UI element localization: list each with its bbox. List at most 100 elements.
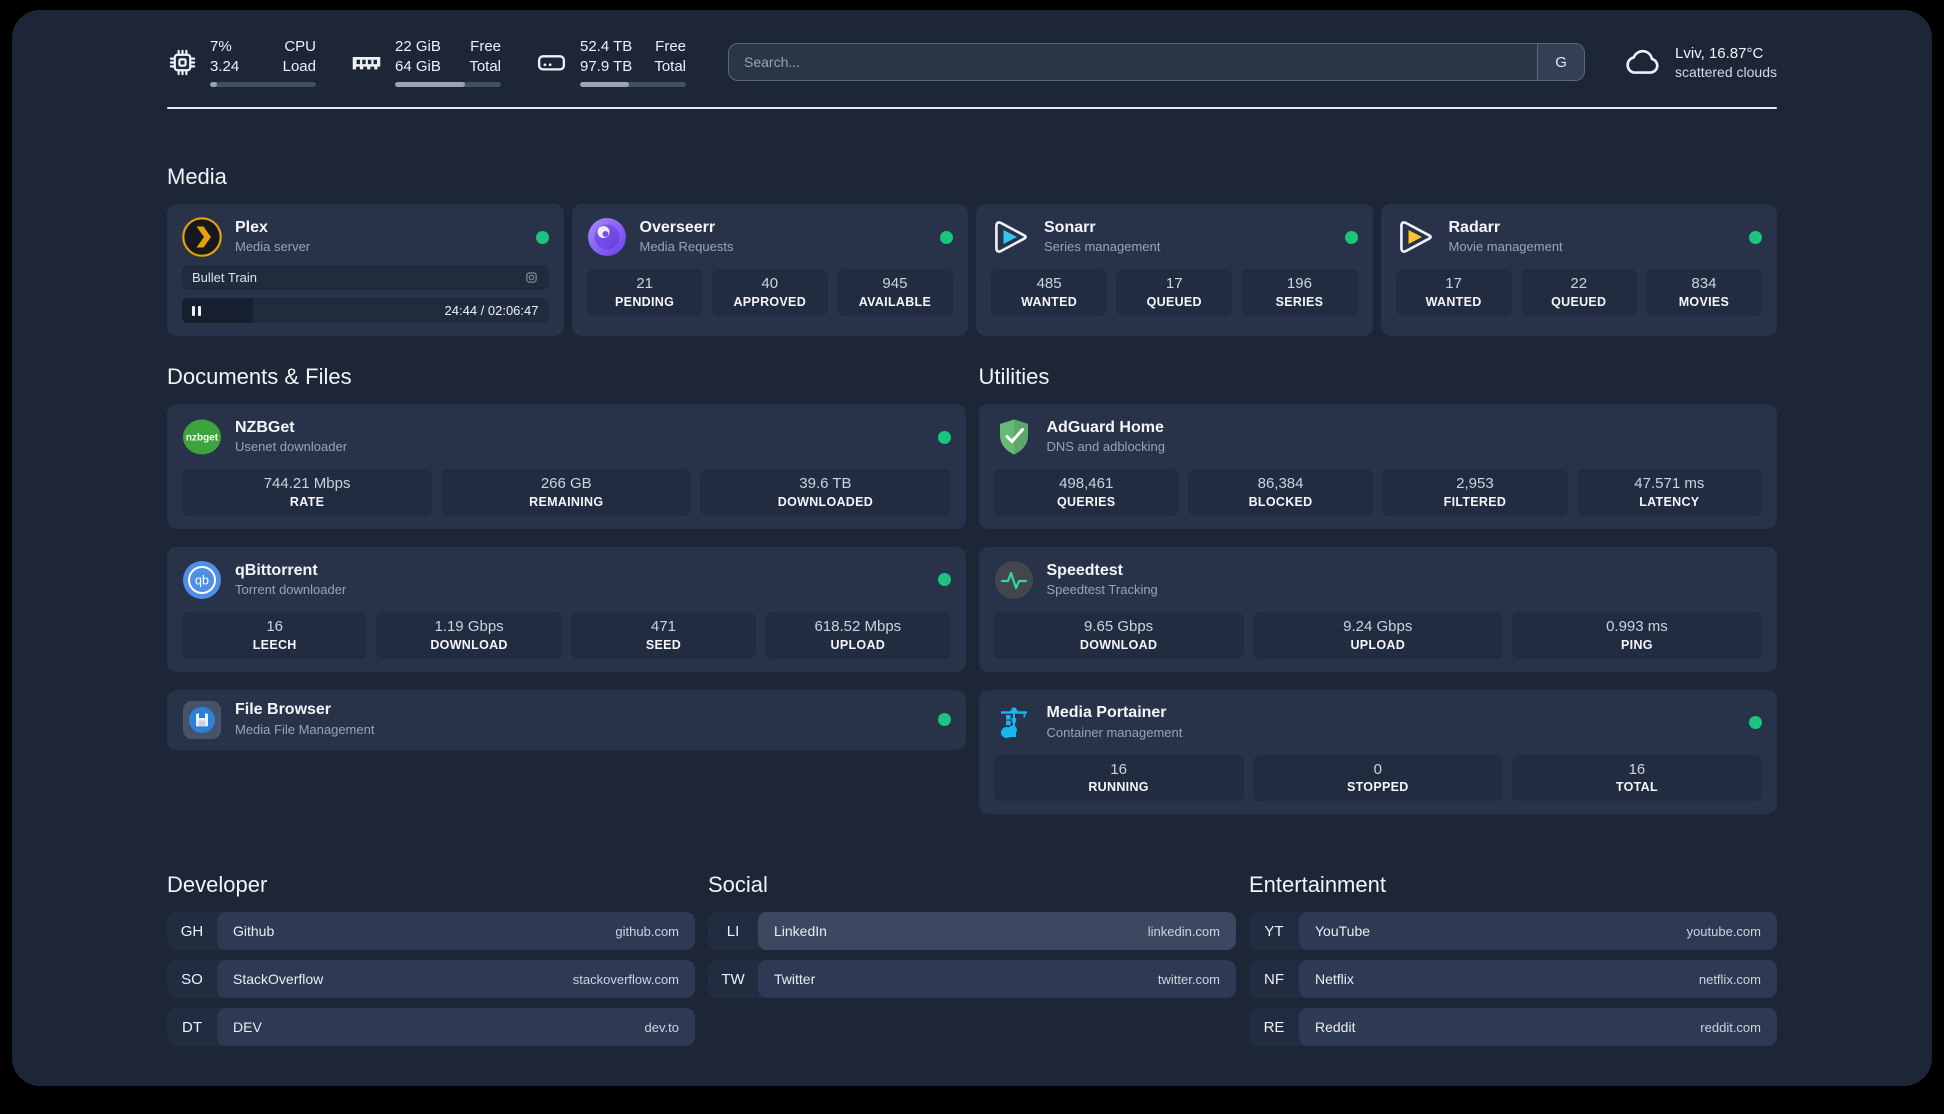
bookmark-youtube[interactable]: YT YouTube youtube.com — [1249, 912, 1777, 951]
app-title: AdGuard Home — [1046, 418, 1164, 436]
app-title: qBittorrent — [235, 561, 318, 579]
bookmark-name: Twitter — [774, 971, 816, 988]
radarr-logo — [1396, 217, 1436, 257]
bookmark-url: github.com — [615, 923, 679, 939]
memory-free-label: Free — [470, 38, 501, 55]
header-divider — [167, 107, 1777, 109]
stat-tile: 498,461 QUERIES — [993, 469, 1179, 516]
memory-progress-bar — [395, 82, 501, 87]
stat-value: 196 — [1286, 275, 1312, 292]
stat-tile: 9.24 Gbps UPLOAD — [1252, 611, 1503, 659]
stat-label: WANTED — [1021, 294, 1078, 309]
stat-tile: 945 AVAILABLE — [836, 269, 954, 316]
portainer-logo — [994, 703, 1034, 743]
app-card-nzbget[interactable]: nzbget NZBGet Usenet downloader 74 — [167, 404, 966, 529]
stat-label: BLOCKED — [1248, 494, 1313, 509]
stat-label: QUEUED — [1146, 294, 1202, 309]
stat-label: RUNNING — [1088, 780, 1149, 795]
stat-tile: 17 QUEUED — [1116, 269, 1233, 316]
app-card-plex[interactable]: Plex Media server Bullet Train — [167, 204, 564, 336]
stat-value: 22 — [1570, 275, 1588, 292]
bookmark-netflix[interactable]: NF Netflix netflix.com — [1249, 960, 1777, 999]
bookmark-url: youtube.com — [1686, 923, 1761, 939]
disk-labels: Free Total — [654, 37, 686, 76]
bookmark-twitter[interactable]: TW Twitter twitter.com — [708, 960, 1236, 999]
stat-tile: 9.65 Gbps DOWNLOAD — [993, 611, 1244, 659]
app-subtitle: Media File Management — [235, 721, 375, 737]
now-playing-title: Bullet Train — [192, 270, 258, 285]
stat-tile: 21 PENDING — [586, 269, 703, 316]
stat-value: 485 — [1036, 275, 1062, 292]
search-input[interactable] — [729, 44, 1538, 80]
stat-value: 618.52 Mbps — [814, 617, 902, 635]
disk-progress-fill — [580, 82, 629, 87]
search-bar: G — [728, 43, 1586, 81]
stat-label: REMAINING — [529, 494, 604, 509]
stat-label: SERIES — [1275, 294, 1324, 309]
app-card-adguard[interactable]: AdGuard Home DNS and adblocking 498,461 … — [978, 404, 1777, 529]
bookmark-dev[interactable]: DT DEV dev.to — [167, 1008, 695, 1047]
bookmark-github[interactable]: GH Github github.com — [167, 912, 695, 951]
bookmark-url: stackoverflow.com — [572, 971, 679, 987]
playback-time: 24:44 / 02:06:47 — [444, 303, 539, 318]
app-card-filebrowser[interactable]: File Browser Media File Management — [167, 689, 966, 750]
cloud-icon — [1621, 41, 1663, 83]
bookmark-stackoverflow[interactable]: SO StackOverflow stackoverflow.com — [167, 960, 695, 999]
app-card-qbittorrent[interactable]: qb qBittorrent Torrent downloader — [167, 546, 966, 672]
status-online-dot — [535, 230, 549, 244]
qbittorrent-logo: qb — [182, 560, 222, 600]
bookmark-name: StackOverflow — [233, 971, 324, 988]
bookmark-linkedin[interactable]: LI LinkedIn linkedin.com — [708, 912, 1236, 951]
search-engine-button[interactable]: G — [1537, 44, 1585, 80]
app-subtitle: Movie management — [1448, 239, 1563, 255]
stat-value: 40 — [761, 275, 779, 292]
cpu-label: CPU — [284, 38, 316, 55]
app-title: File Browser — [235, 701, 332, 719]
playback-progress-row: 24:44 / 02:06:47 — [182, 298, 549, 323]
stat-tile: 40 APPROVED — [711, 269, 828, 316]
disk-free-label: Free — [655, 38, 686, 55]
stat-value: 17 — [1165, 275, 1183, 292]
memory-progress-fill — [395, 82, 465, 87]
bookmark-name: Netflix — [1315, 971, 1354, 988]
stat-value: 266 GB — [540, 475, 592, 492]
app-title: NZBGet — [235, 418, 295, 436]
app-subtitle: Media server — [235, 239, 311, 255]
stat-tile: 266 GB REMAINING — [441, 469, 692, 516]
stat-value: 1.19 Gbps — [434, 617, 504, 635]
app-subtitle: Media Requests — [639, 239, 734, 255]
app-card-sonarr[interactable]: Sonarr Series management 485 WANTED 17 Q… — [976, 204, 1373, 336]
stat-label: WANTED — [1425, 294, 1482, 309]
disk-widget: 52.4 TB 97.9 TB Free Total — [535, 37, 686, 87]
app-title: Plex — [235, 218, 268, 236]
stat-label: SEED — [645, 637, 682, 652]
section-title-social: Social — [708, 872, 768, 898]
stat-value: 834 — [1691, 275, 1717, 292]
cpu-progress-fill — [210, 82, 218, 87]
memory-free-value: 22 GiB — [395, 38, 441, 55]
stat-label: DOWNLOADED — [777, 494, 874, 509]
stat-tile: 17 WANTED — [1395, 269, 1512, 316]
bookmark-reddit[interactable]: RE Reddit reddit.com — [1249, 1008, 1777, 1047]
cpu-values: 7% 3.24 — [210, 37, 239, 76]
stat-value: 498,461 — [1059, 475, 1114, 492]
app-subtitle: Speedtest Tracking — [1046, 581, 1158, 597]
cpu-widget: 7% 3.24 CPU Load — [167, 37, 316, 87]
stat-label: QUERIES — [1057, 494, 1116, 509]
memory-labels: Free Total — [469, 37, 501, 76]
stat-label: AVAILABLE — [858, 294, 932, 309]
stat-value: 16 — [266, 617, 284, 635]
overseerr-logo — [587, 217, 627, 257]
bookmark-url: dev.to — [644, 1019, 679, 1035]
stat-value: 9.24 Gbps — [1343, 617, 1413, 635]
bookmark-abbr: NF — [1264, 970, 1284, 988]
plex-logo — [182, 217, 222, 257]
stat-tile: 618.52 Mbps UPLOAD — [765, 611, 951, 659]
app-card-portainer[interactable]: Media Portainer Container management 16 … — [978, 689, 1777, 815]
app-card-overseerr[interactable]: Overseerr Media Requests 21 PENDING 40 A… — [571, 204, 968, 336]
stat-label: UPLOAD — [830, 637, 886, 652]
memory-values: 22 GiB 64 GiB — [395, 37, 441, 76]
app-card-speedtest[interactable]: Speedtest Speedtest Tracking 9.65 Gbps D… — [978, 546, 1777, 672]
cpu-load-value: 3.24 — [210, 57, 240, 75]
app-card-radarr[interactable]: Radarr Movie management 17 WANTED 22 QUE… — [1380, 204, 1777, 336]
